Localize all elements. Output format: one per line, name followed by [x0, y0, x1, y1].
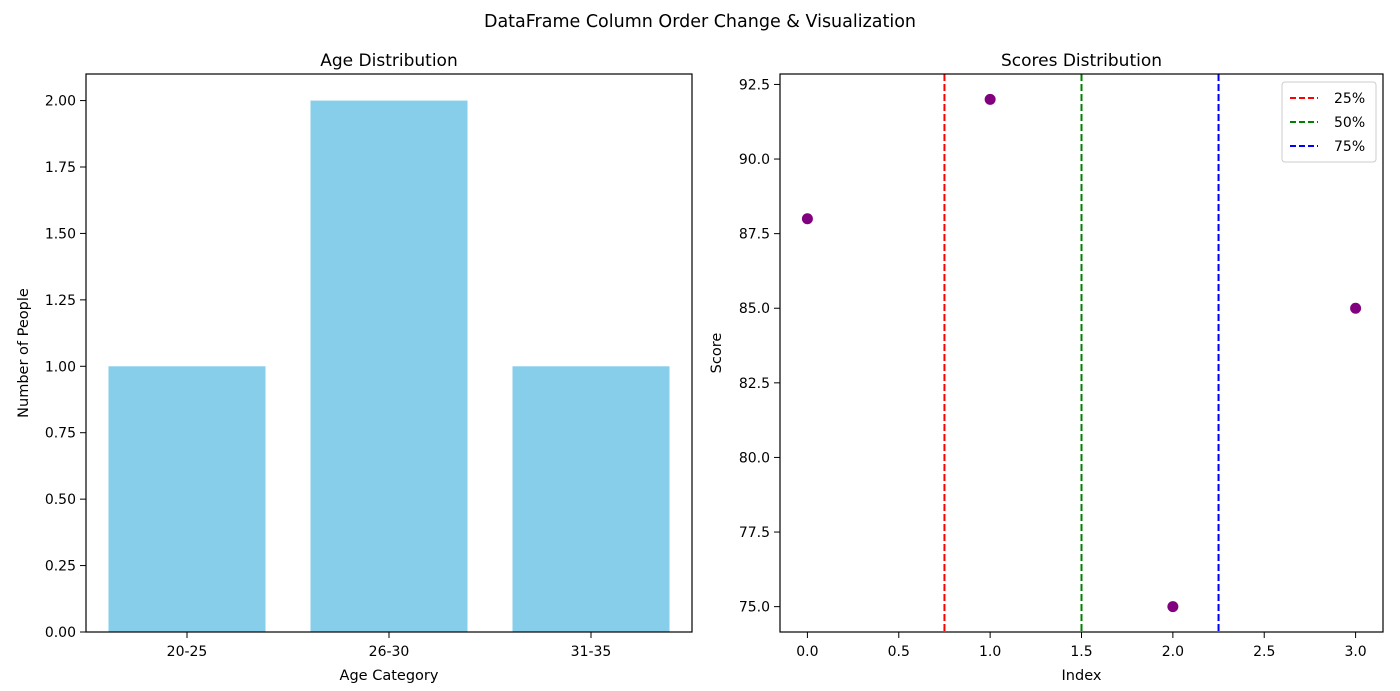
legend-label: 50% [1334, 115, 1365, 131]
x-tick-label: 2.0 [1162, 644, 1184, 660]
chart-title: Age Distribution [320, 51, 457, 71]
x-tick-label: 0.5 [888, 644, 910, 660]
chart-title: Scores Distribution [1001, 51, 1162, 71]
figure-suptitle: DataFrame Column Order Change & Visualiz… [484, 12, 916, 32]
y-tick-label: 90.0 [739, 152, 770, 168]
bar-26-30 [310, 100, 468, 633]
legend-label: 25% [1334, 91, 1365, 107]
x-tick-label: 20-25 [167, 644, 208, 660]
y-tick-label: 1.00 [45, 359, 76, 375]
bar-31-35 [512, 366, 670, 632]
x-tick-label: 1.0 [979, 644, 1001, 660]
legend: 25% 50% 75% [1281, 81, 1377, 163]
x-tick-label: 3.0 [1344, 644, 1366, 660]
y-tick-label: 1.50 [45, 226, 76, 242]
y-tick-label: 1.25 [45, 293, 76, 309]
legend-box [1281, 81, 1377, 163]
y-tick-label: 0.75 [45, 426, 76, 442]
y-tick-label: 0.00 [45, 625, 76, 641]
x-axis-label: Age Category [340, 668, 439, 684]
x-axis-label: Index [1062, 668, 1102, 684]
data-point [984, 93, 996, 105]
y-axis-label: Number of People [16, 288, 32, 418]
y-tick-label: 92.5 [739, 77, 770, 93]
bar-20-25 [108, 366, 266, 632]
y-tick-label: 87.5 [739, 227, 770, 243]
y-tick-label: 77.5 [739, 525, 770, 541]
x-tick-label: 0.0 [796, 644, 818, 660]
y-tick-label: 75.0 [739, 600, 770, 616]
y-tick-label: 0.50 [45, 492, 76, 508]
x-tick-label: 26-30 [369, 644, 410, 660]
y-tick-label: 85.0 [739, 301, 770, 317]
age-distribution-chart: 0.00 0.25 0.50 0.75 1.00 1.25 1.50 1.75 2.00 20-2… [16, 51, 693, 684]
x-tick-label: 31-35 [571, 644, 612, 660]
data-point [1350, 302, 1362, 314]
scores-distribution-chart: 75.0 77.5 80.0 82.5 85.0 87.5 90.0 92.5 0.0 0.5 1.… [709, 51, 1384, 684]
data-point [801, 213, 813, 225]
y-tick-label: 2.00 [45, 94, 76, 110]
data-point [1167, 601, 1179, 613]
x-tick-label: 2.5 [1253, 644, 1275, 660]
y-axis-label: Score [709, 333, 725, 374]
legend-label: 75% [1334, 139, 1365, 155]
y-tick-label: 1.75 [45, 160, 76, 176]
y-tick-label: 82.5 [739, 376, 770, 392]
x-tick-label: 1.5 [1070, 644, 1092, 660]
y-tick-label: 80.0 [739, 450, 770, 466]
y-tick-label: 0.25 [45, 559, 76, 575]
